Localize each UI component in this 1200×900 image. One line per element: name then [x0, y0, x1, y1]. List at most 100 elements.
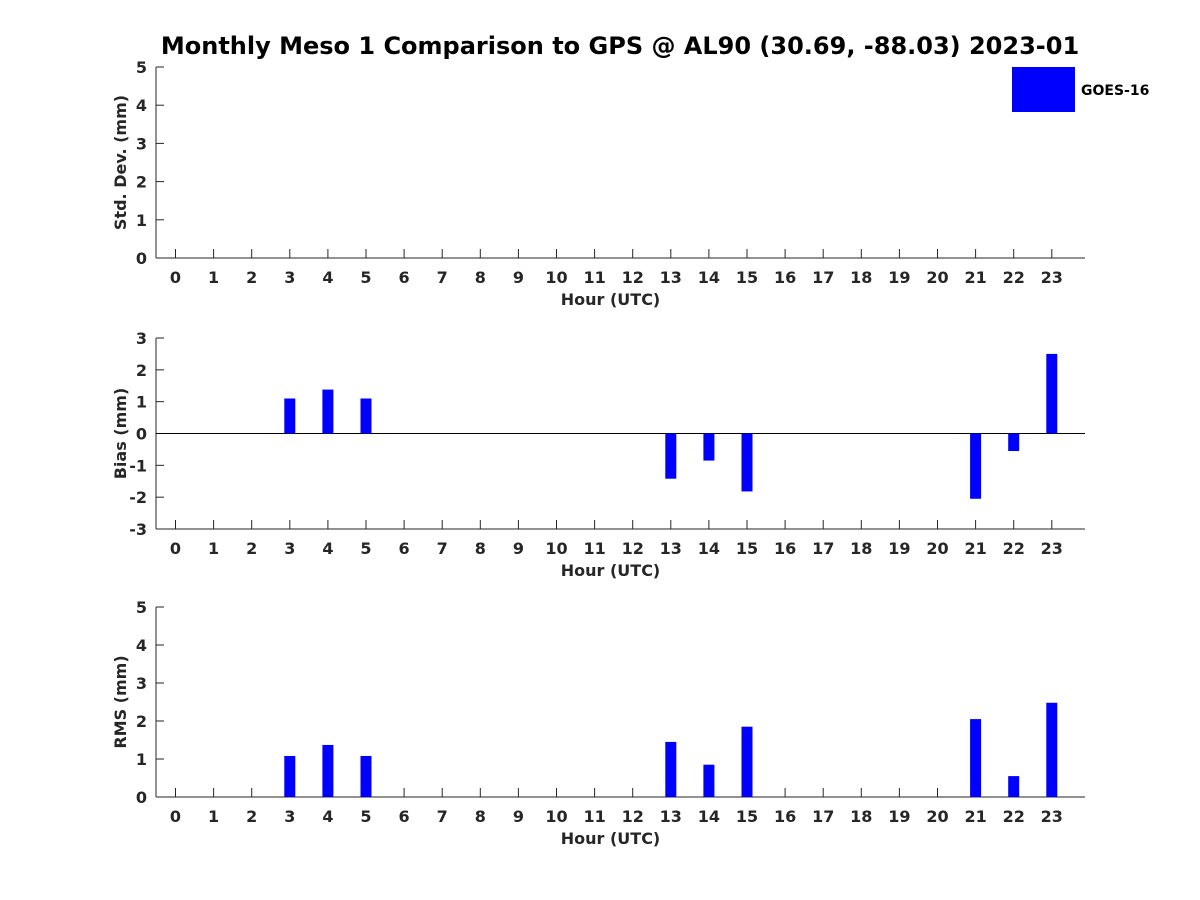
std-dev-y-tick-label: 5: [136, 58, 147, 77]
std-dev-x-tick-label: 19: [888, 268, 910, 287]
std-dev-x-tick-label: 4: [322, 268, 333, 287]
std-dev-x-tick-label: 23: [1041, 268, 1063, 287]
rms-x-tick-label: 14: [698, 807, 720, 826]
rms-x-tick-label: 18: [850, 807, 872, 826]
rms-bar-hour-21: [970, 719, 982, 797]
std-dev-y-axis-label: Std. Dev. (mm): [111, 95, 130, 230]
rms-x-tick-label: 11: [583, 807, 605, 826]
rms-x-tick-label: 17: [812, 807, 834, 826]
rms-y-tick-label: 5: [136, 598, 147, 617]
rms-bar-hour-5: [360, 755, 372, 797]
bias-bar-hour-13: [665, 433, 677, 479]
rms-bar-hour-3: [284, 755, 296, 797]
bias-x-tick-label: 18: [850, 539, 872, 558]
rms-y-axis-label: RMS (mm): [111, 655, 130, 748]
bias-x-tick-label: 19: [888, 539, 910, 558]
bias-bar-hour-21: [970, 433, 982, 499]
bias-x-tick-label: 9: [513, 539, 524, 558]
chart-title: Monthly Meso 1 Comparison to GPS @ AL90 …: [161, 32, 1079, 60]
std-dev-x-tick-label: 1: [208, 268, 219, 287]
std-dev-x-tick-label: 22: [1003, 268, 1025, 287]
std-dev-x-tick-label: 11: [583, 268, 605, 287]
rms-x-tick-label: 5: [360, 807, 371, 826]
rms-y-tick-label: 3: [136, 674, 147, 693]
bias-bar-hour-4: [322, 389, 334, 434]
bias-x-tick-label: 14: [698, 539, 720, 558]
std-dev-y-tick-label: 4: [136, 96, 147, 115]
std-dev-y-tick-label: 2: [136, 173, 147, 192]
bias-bar-hour-5: [360, 398, 372, 434]
rms-bar-hour-15: [741, 726, 753, 797]
bias-bar-hour-3: [284, 398, 296, 434]
std-dev-x-tick-label: 6: [399, 268, 410, 287]
bias-bar-hour-14: [703, 433, 715, 461]
rms-x-tick-label: 22: [1003, 807, 1025, 826]
std-dev-x-axis-label: Hour (UTC): [561, 290, 661, 309]
bias-y-tick-label: -1: [129, 456, 147, 475]
rms-x-tick-label: 16: [774, 807, 796, 826]
bias-x-tick-label: 0: [170, 539, 181, 558]
bias-bar-hour-22: [1008, 433, 1020, 452]
rms-bar-hour-23: [1046, 702, 1058, 797]
std-dev-x-tick-label: 5: [360, 268, 371, 287]
std-dev-x-tick-label: 20: [926, 268, 948, 287]
rms-x-tick-label: 6: [399, 807, 410, 826]
bias-bar-hour-23: [1046, 353, 1058, 434]
rms-x-tick-label: 12: [622, 807, 644, 826]
rms-x-tick-label: 10: [545, 807, 567, 826]
rms-y-tick-label: 2: [136, 712, 147, 731]
rms-bar-hour-4: [322, 744, 334, 797]
rms-x-tick-label: 23: [1041, 807, 1063, 826]
rms-x-tick-label: 0: [170, 807, 181, 826]
bias-y-tick-label: 3: [136, 329, 147, 348]
bias-bar-hour-15: [741, 433, 753, 492]
rms-bar-hour-14: [703, 764, 715, 797]
bias-y-axis-label: Bias (mm): [111, 388, 130, 480]
rms-x-tick-label: 2: [246, 807, 257, 826]
std-dev-x-tick-label: 16: [774, 268, 796, 287]
rms-x-tick-label: 1: [208, 807, 219, 826]
bias-x-tick-label: 6: [399, 539, 410, 558]
rms-x-tick-label: 15: [736, 807, 758, 826]
rms-x-tick-label: 4: [322, 807, 333, 826]
bias-x-tick-label: 12: [622, 539, 644, 558]
bias-x-tick-label: 4: [322, 539, 333, 558]
bias-y-tick-label: -3: [129, 520, 147, 539]
rms-x-tick-label: 19: [888, 807, 910, 826]
bias-x-tick-label: 3: [284, 539, 295, 558]
bias-x-tick-label: 20: [926, 539, 948, 558]
rms-y-tick-label: 1: [136, 750, 147, 769]
bias-x-tick-label: 16: [774, 539, 796, 558]
rms-x-tick-label: 9: [513, 807, 524, 826]
std-dev-x-tick-label: 21: [964, 268, 986, 287]
bias-x-tick-label: 5: [360, 539, 371, 558]
std-dev-x-tick-label: 9: [513, 268, 524, 287]
std-dev-x-tick-label: 0: [170, 268, 181, 287]
rms-bar-hour-13: [665, 741, 677, 797]
std-dev-x-tick-label: 8: [475, 268, 486, 287]
rms-y-tick-label: 0: [136, 788, 147, 807]
bias-y-tick-label: -2: [129, 488, 147, 507]
bias-x-tick-label: 2: [246, 539, 257, 558]
std-dev-x-tick-label: 12: [622, 268, 644, 287]
std-dev-x-tick-label: 18: [850, 268, 872, 287]
bias-y-tick-label: 2: [136, 361, 147, 380]
std-dev-x-tick-label: 10: [545, 268, 567, 287]
bias-x-axis-label: Hour (UTC): [561, 561, 661, 580]
bias-y-tick-label: 1: [136, 393, 147, 412]
rms-x-tick-label: 20: [926, 807, 948, 826]
rms-x-axis-label: Hour (UTC): [561, 829, 661, 848]
bias-x-tick-label: 11: [583, 539, 605, 558]
std-dev-y-tick-label: 3: [136, 134, 147, 153]
rms-x-tick-label: 8: [475, 807, 486, 826]
legend-swatch-goes16: [1012, 67, 1075, 112]
std-dev-y-tick-label: 0: [136, 249, 147, 268]
bias-x-tick-label: 21: [964, 539, 986, 558]
rms-x-tick-label: 21: [964, 807, 986, 826]
std-dev-x-tick-label: 2: [246, 268, 257, 287]
bias-y-tick-label: 0: [136, 425, 147, 444]
